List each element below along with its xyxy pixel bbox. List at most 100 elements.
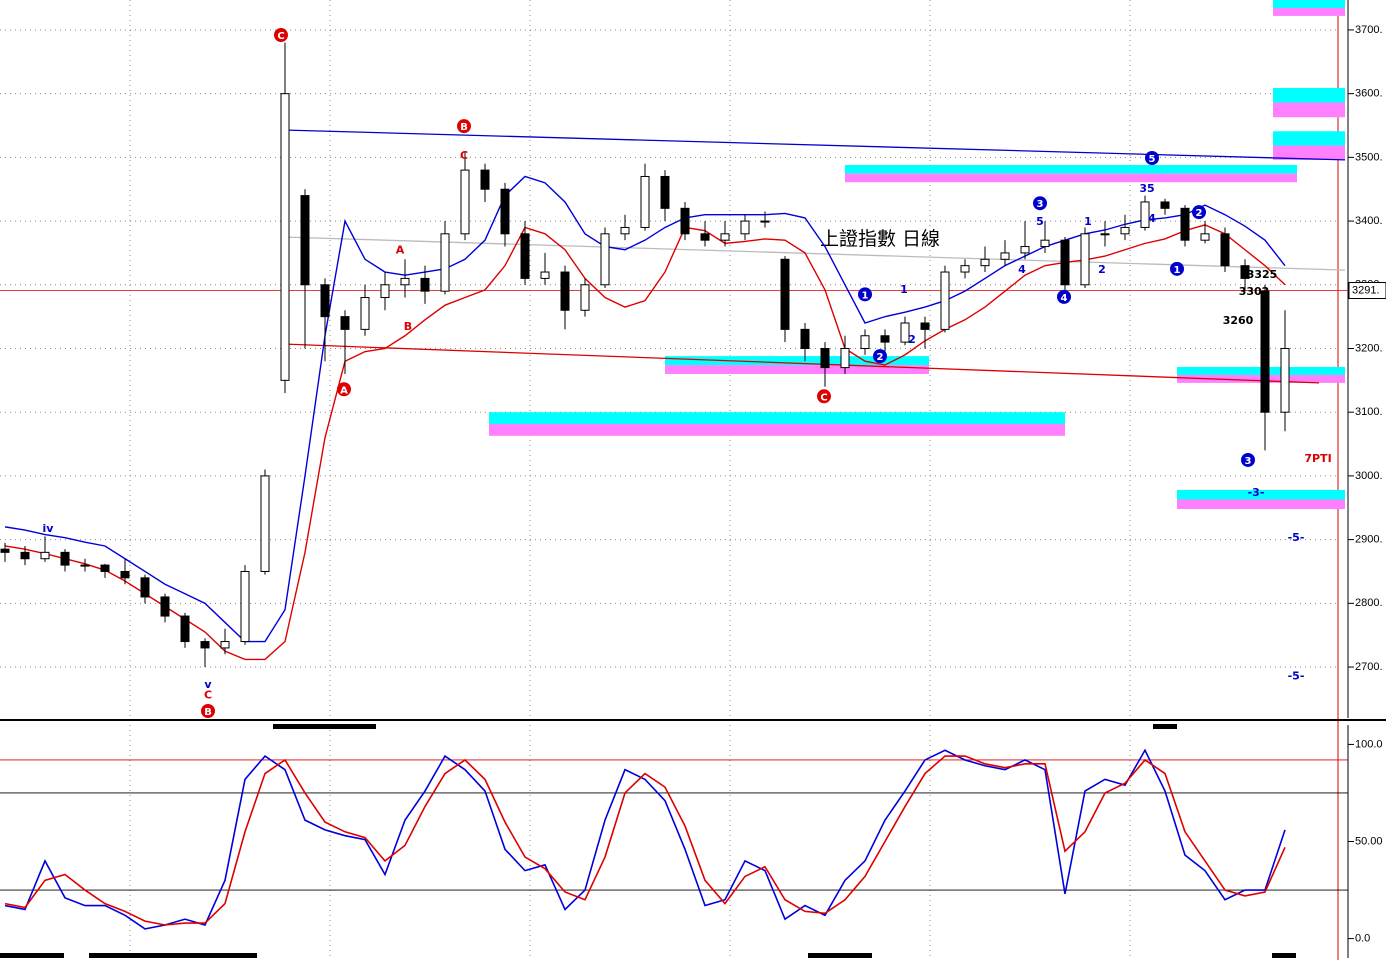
annotation: 7PTI	[1304, 452, 1331, 465]
candle-body	[560, 271, 570, 311]
y-tick-label: 3200.	[1355, 342, 1383, 354]
y-tick-label: 3000.	[1355, 470, 1383, 482]
wave-marker	[457, 119, 471, 134]
candle-body	[780, 258, 790, 330]
annotation: -5-	[1288, 669, 1305, 682]
candle-body	[900, 322, 910, 343]
annotation: 4	[1148, 212, 1156, 225]
series-line	[4, 748, 1286, 930]
candle-body	[700, 233, 710, 241]
annotation: -5-	[1288, 531, 1305, 544]
candle-body	[680, 207, 690, 235]
candle-body	[140, 577, 150, 598]
candle-body	[960, 265, 970, 273]
annotation: A	[340, 385, 348, 396]
annotation: B	[204, 707, 212, 718]
candle-body	[800, 328, 810, 349]
candle-body	[980, 258, 990, 267]
annotation: A	[396, 244, 405, 257]
candle-body	[240, 570, 250, 643]
candle-body	[620, 226, 630, 235]
time-grid	[129, 0, 1131, 960]
zone-upper	[1177, 489, 1345, 500]
wave-marker	[858, 287, 872, 302]
annotation: 1	[900, 283, 908, 296]
candle-body	[1200, 233, 1210, 241]
marker-bar	[273, 724, 376, 729]
candle-body	[400, 277, 410, 286]
marker-bar	[89, 953, 257, 958]
candle-body	[1140, 201, 1150, 228]
y-tick-label: 2700.	[1355, 661, 1383, 673]
zone-upper	[489, 412, 1065, 424]
annotation: iv	[43, 522, 55, 535]
candle-body	[440, 233, 450, 292]
y-tick-label: 0.0	[1355, 932, 1370, 944]
annotation: B	[460, 122, 468, 133]
annotation: 3302	[1239, 285, 1270, 298]
series-line	[4, 755, 1286, 926]
y-tick-label: 3600.	[1355, 88, 1383, 100]
candle-body	[0, 548, 10, 553]
annotation: 4	[1018, 263, 1026, 276]
candle-body	[120, 570, 130, 579]
marker-bar	[1272, 953, 1296, 958]
zone-lower	[845, 173, 1297, 183]
candle-body	[1220, 233, 1230, 267]
wave-marker	[873, 349, 887, 364]
marker-bar	[1153, 724, 1177, 729]
candle-body	[460, 169, 470, 235]
trend-line	[282, 343, 1320, 384]
candle-body	[300, 195, 310, 286]
candle-body	[500, 188, 510, 235]
candle-body	[1020, 246, 1030, 254]
y-tick-label: 3700.	[1355, 24, 1383, 36]
candle-body	[1120, 226, 1130, 235]
candle-body	[340, 316, 350, 330]
annotation: -3-	[1248, 486, 1265, 499]
candle-body	[540, 271, 550, 279]
annotation: 1	[862, 290, 869, 301]
annotation: 35	[1139, 182, 1154, 195]
candle-body	[20, 551, 30, 560]
zone-upper	[1273, 87, 1345, 103]
annotation: 3325	[1247, 268, 1278, 281]
candle-body	[600, 233, 610, 286]
candle-body	[760, 220, 770, 223]
annotation: C	[204, 688, 212, 701]
candle-body	[1160, 201, 1170, 209]
wave-marker	[337, 382, 351, 397]
candle-body	[1180, 207, 1190, 241]
wave-marker	[1057, 289, 1071, 304]
candle-body	[860, 335, 870, 349]
annotation: C	[460, 149, 468, 162]
chart-title: 上證指數 日線	[820, 228, 940, 250]
candle-body	[640, 175, 650, 228]
candle-body	[580, 284, 590, 311]
annotation: 2	[908, 333, 916, 346]
candle-body	[1280, 347, 1290, 413]
candle-body	[720, 233, 730, 241]
candle-body	[220, 641, 230, 649]
wave-marker	[817, 389, 831, 404]
y-tick-label: 2800.	[1355, 597, 1383, 609]
annotation: 5	[1149, 154, 1156, 165]
candle-body	[160, 596, 170, 617]
y-tick-label: 3100.	[1355, 406, 1383, 418]
zone-upper	[845, 165, 1297, 174]
annotation: v	[204, 678, 212, 691]
last-price-label: 3291.	[1352, 284, 1380, 296]
marker-bar	[0, 953, 64, 958]
trend-line	[282, 236, 1346, 271]
candle-body	[1040, 239, 1050, 248]
annotation: 4	[1061, 293, 1068, 304]
candle-body	[520, 233, 530, 279]
candle-body	[1100, 233, 1110, 236]
candle-body	[1000, 252, 1010, 260]
annotation: 2	[877, 352, 884, 363]
candle-body	[260, 475, 270, 572]
candle-body	[1080, 233, 1090, 286]
last-price-box	[1348, 282, 1386, 300]
